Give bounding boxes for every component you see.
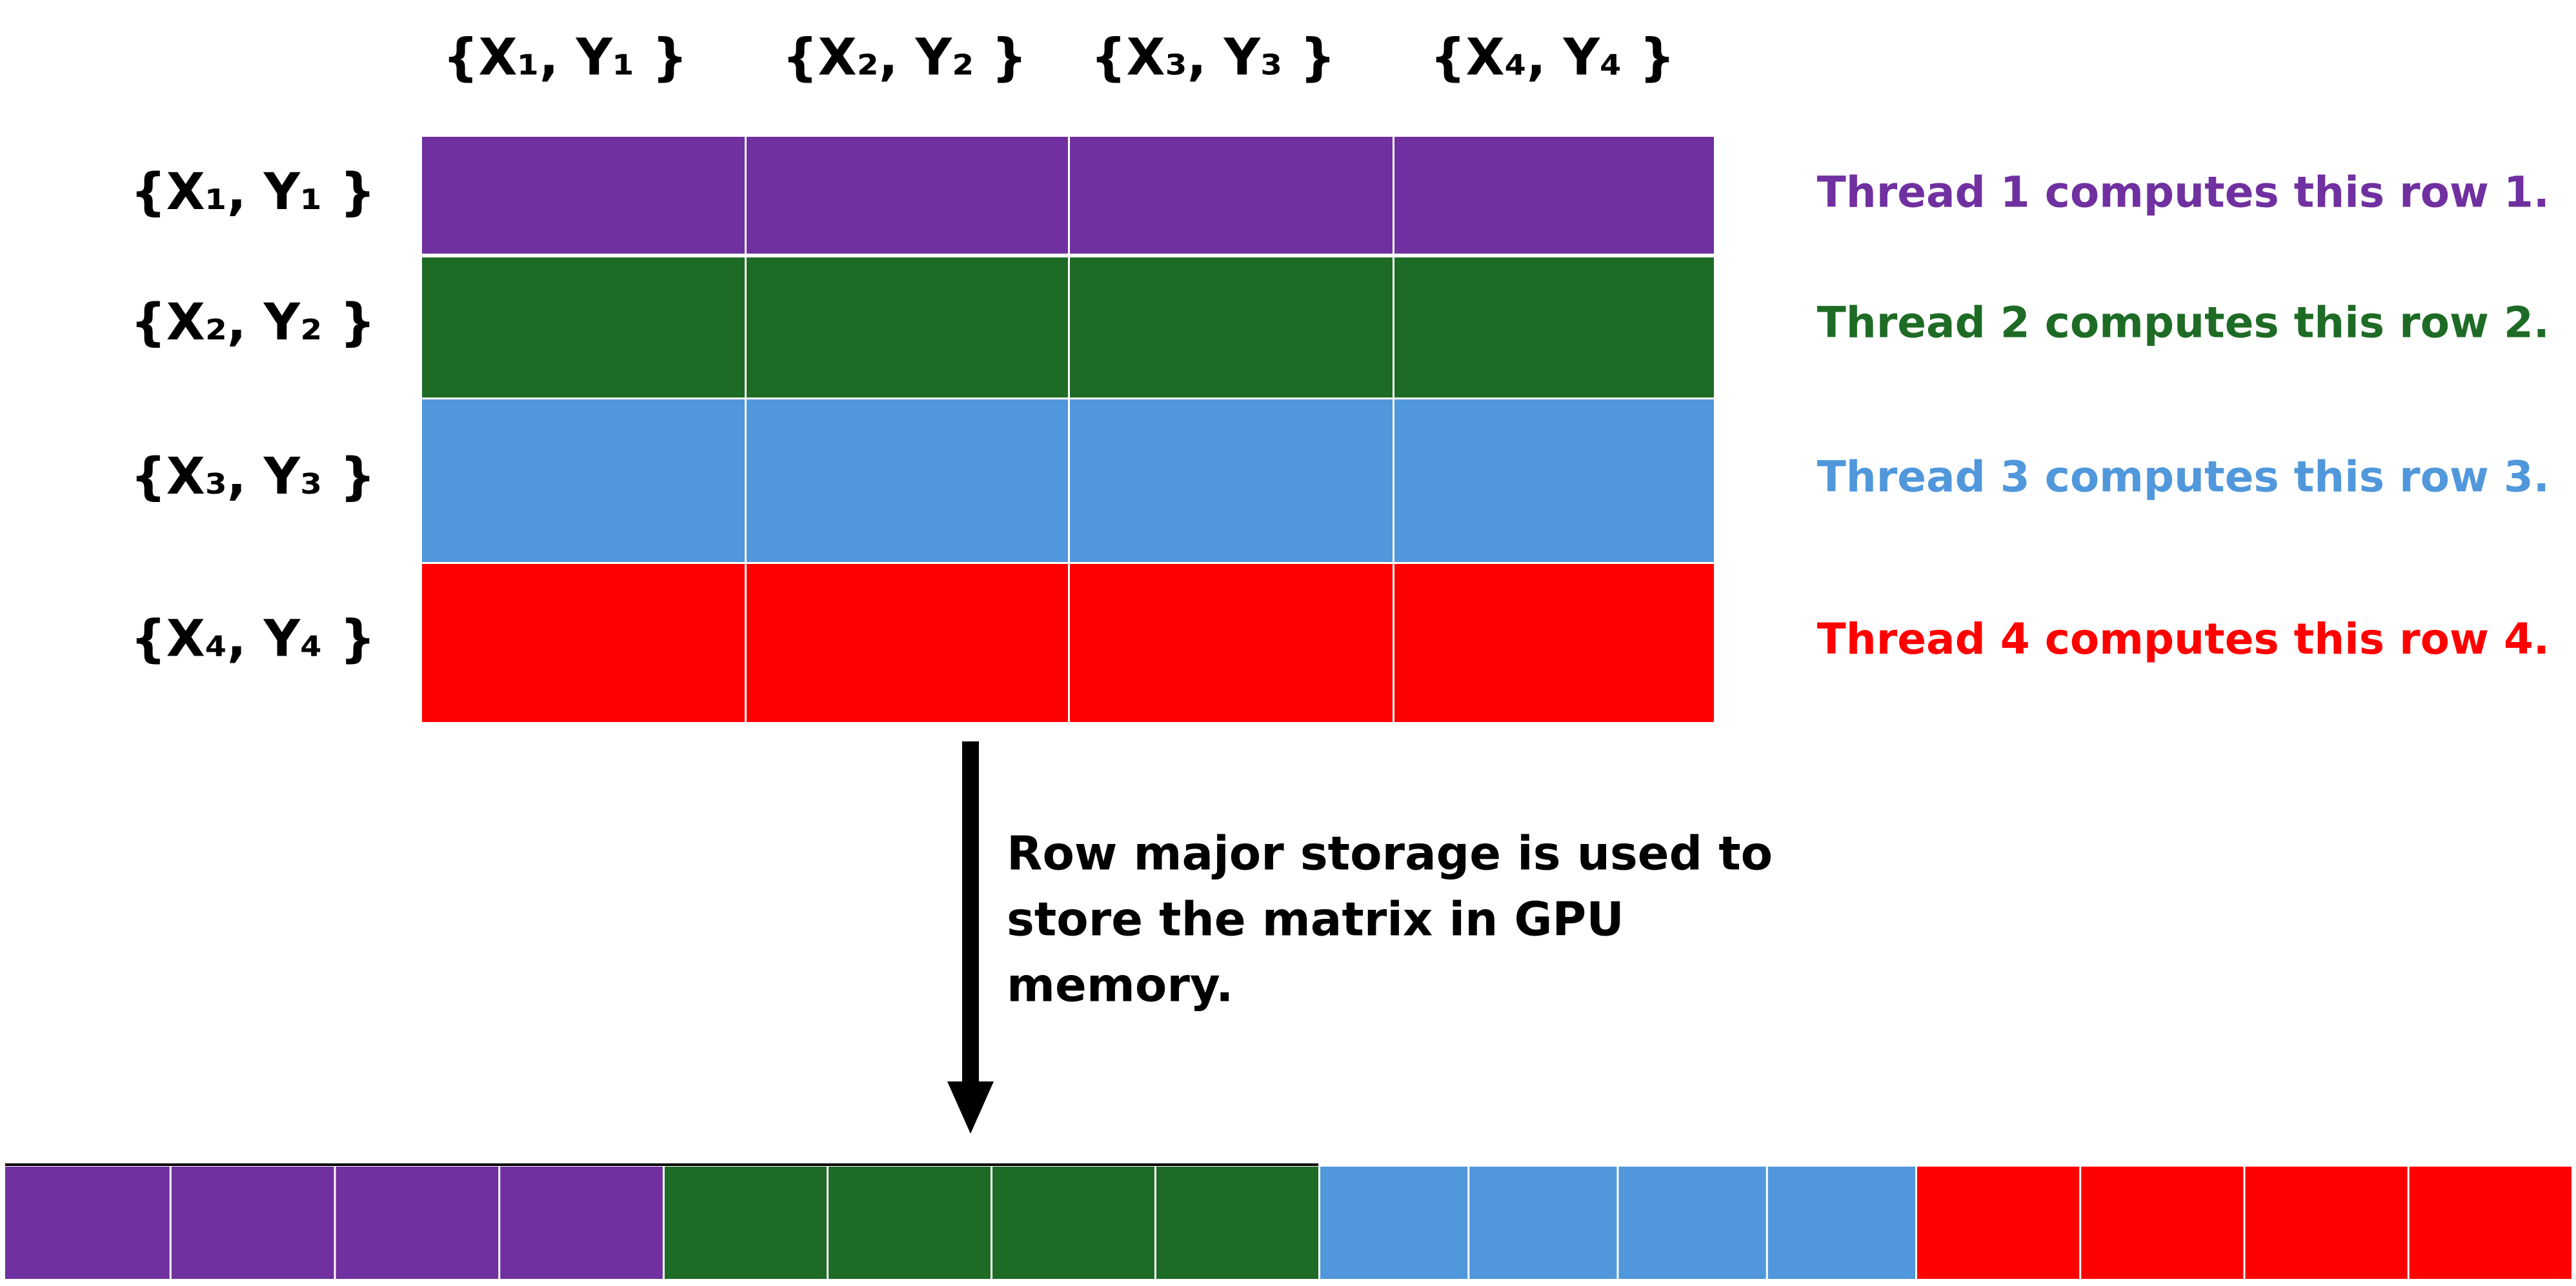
matrix-cell [1394,257,1714,397]
row-label: {X₁, Y₁ } [130,163,376,221]
thread-label: Thread 2 computes this row 2. [1817,298,2550,348]
matrix-cell [1070,257,1393,397]
memory-cell [1156,1167,1318,1279]
memory-cell [2081,1167,2244,1279]
column-label: {X₁, Y₁ } [443,28,688,86]
matrix-cell [1070,137,1393,254]
note-line: memory. [1007,958,1234,1012]
column-label: {X₂, Y₂ } [782,28,1027,86]
matrix-cell [422,399,745,562]
matrix-cell [747,399,1068,562]
matrix-cell [422,564,745,722]
matrix-cell [1394,564,1714,722]
row-label: {X₃, Y₃ } [130,448,376,506]
row-label: {X₄, Y₄ } [130,610,376,668]
memory-cell [992,1167,1154,1279]
memory-cell [2409,1167,2571,1279]
arrow-head [947,1081,994,1134]
note-line: store the matrix in GPU [1007,892,1624,947]
matrix-cell [422,257,745,397]
matrix-cell [747,564,1068,722]
matrix-cell [1394,399,1714,562]
matrix-cell [422,137,745,254]
memory-cell [1917,1167,2080,1279]
matrix-cell [1070,399,1393,562]
memory-cell [2245,1167,2408,1279]
memory-cell [1469,1167,1617,1279]
memory-cell [5,1167,170,1279]
column-label: {X₃, Y₃ } [1091,28,1336,86]
thread-label: Thread 1 computes this row 1. [1817,168,2550,217]
row-label: {X₂, Y₂ } [130,294,376,352]
memory-cell [665,1167,827,1279]
thread-label: Thread 4 computes this row 4. [1817,614,2550,664]
column-label: {X₄, Y₄ } [1430,28,1675,86]
memory-cell [1618,1167,1766,1279]
memory-cell [1767,1167,1915,1279]
memory-cell [171,1167,334,1279]
memory-cell [1320,1167,1468,1279]
memory-cell [829,1167,991,1279]
matrix-cell [1394,137,1714,254]
thread-label: Thread 3 computes this row 3. [1817,452,2550,502]
note-line: Row major storage is used to [1007,827,1773,881]
matrix-cell [1070,564,1393,722]
matrix-cell [747,137,1068,254]
memory-cell [336,1167,499,1279]
matrix-cell [747,257,1068,397]
memory-cell [500,1167,663,1279]
